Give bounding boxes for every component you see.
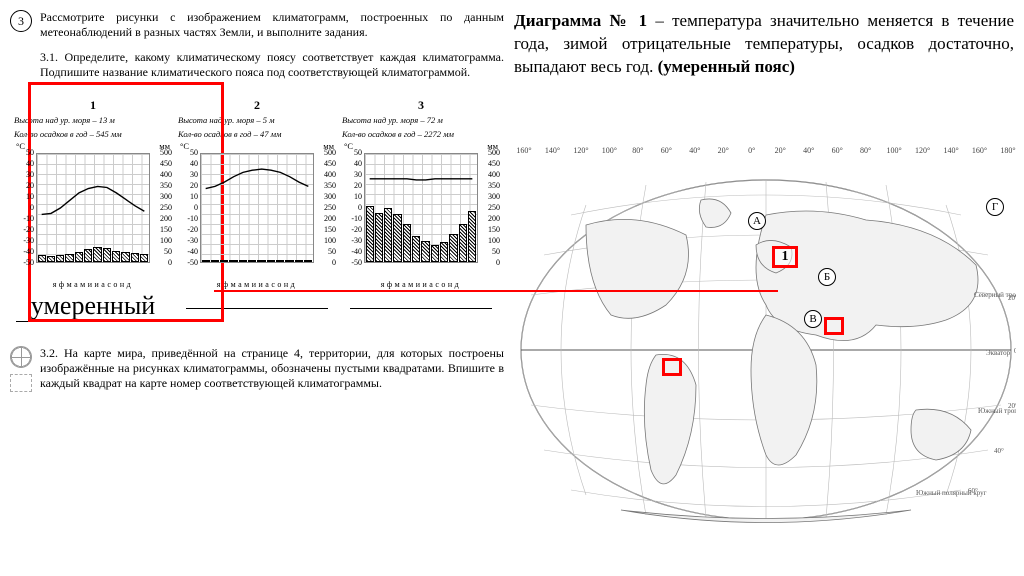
map-box-1-label: 1 <box>775 249 795 265</box>
map-badge-V: В <box>804 310 822 328</box>
headline-explanation: Диаграмма № 1 – температура значительно … <box>514 10 1014 79</box>
months-axis: яфмамииасонд <box>200 280 314 289</box>
lon-label: 40° <box>803 146 814 155</box>
climo-3-number: 3 <box>342 98 500 113</box>
map-badge-B: Б <box>818 268 836 286</box>
lon-label: 180° <box>1000 146 1015 155</box>
svg-text:20°: 20° <box>1008 402 1016 410</box>
globe-icon <box>10 346 32 368</box>
map-box-3 <box>662 358 682 376</box>
task-intro: Рассмотрите рисунки с изображением клима… <box>40 10 504 40</box>
map-svg: Северный тропик Экватор Южный тропик Южн… <box>516 150 1016 560</box>
label-equator: Экватор <box>986 349 1011 357</box>
lon-label: 40° <box>689 146 700 155</box>
svg-text:20°: 20° <box>1008 294 1016 302</box>
lon-label: 20° <box>718 146 729 155</box>
climatogram-2: 2 Высота над ур. моря – 5 м Кол-во осадк… <box>178 98 336 322</box>
climo-1-elev: Высота над ур. моря – 13 м <box>14 115 172 125</box>
climo-3-elev: Высота над ур. моря – 72 м <box>342 115 500 125</box>
subtask-3-2: 3.2. На карте мира, приведённой на стран… <box>40 346 504 392</box>
climo-2-answer-blank <box>186 295 328 309</box>
climo-3-chart: °C мм 50403020100-10-20-30-40-5050045040… <box>342 143 500 278</box>
lon-label: 60° <box>832 146 843 155</box>
lon-label: 100° <box>602 146 617 155</box>
lon-label: 160° <box>516 146 531 155</box>
climo-2-elev: Высота над ур. моря – 5 м <box>178 115 336 125</box>
climo-1-answer: умеренный <box>16 291 170 322</box>
climo-2-number: 2 <box>178 98 336 113</box>
headline-suffix: (умеренный пояс) <box>658 57 795 76</box>
months-axis: яфмамииасонд <box>36 280 150 289</box>
months-axis: яфмамииасонд <box>364 280 478 289</box>
map-box-2 <box>824 317 844 335</box>
lon-label: 80° <box>632 146 643 155</box>
lon-label: 160° <box>972 146 987 155</box>
lon-label: 120° <box>573 146 588 155</box>
question-number: 3 <box>10 10 32 32</box>
lon-label: 60° <box>661 146 672 155</box>
lon-label: 100° <box>887 146 902 155</box>
climatogram-row: 1 Высота над ур. моря – 13 м Кол-во осад… <box>10 92 504 328</box>
lon-label: 20° <box>775 146 786 155</box>
headline-prefix: Диаграмма № 1 <box>514 11 647 30</box>
svg-text:0°: 0° <box>1014 347 1016 355</box>
connector-line <box>214 290 778 292</box>
climo-1-number: 1 <box>14 98 172 113</box>
lon-label: 120° <box>915 146 930 155</box>
map-badge-G: Г <box>986 198 1004 216</box>
climo-1-precip-total: Кол-во осадков в год – 545 мм <box>14 129 172 139</box>
climatogram-3: 3 Высота над ур. моря – 72 м Кол-во осад… <box>342 98 500 322</box>
climatogram-1: 1 Высота над ур. моря – 13 м Кол-во осад… <box>14 98 172 322</box>
climo-2-precip-total: Кол-во осадков в год – 47 мм <box>178 129 336 139</box>
map-box-1: 1 <box>772 246 798 268</box>
svg-text:60°: 60° <box>968 487 978 495</box>
climo-3-precip-total: Кол-во осадков в год – 2272 мм <box>342 129 500 139</box>
lon-label: 80° <box>860 146 871 155</box>
climo-1-chart: °C мм 50403020100-10-20-30-40-5050045040… <box>14 143 172 278</box>
map-badge-A: А <box>748 212 766 230</box>
dashed-box-icon <box>10 374 32 392</box>
lon-label: 0° <box>748 146 755 155</box>
lon-label: 140° <box>943 146 958 155</box>
svg-text:40°: 40° <box>994 447 1004 455</box>
lon-label: 140° <box>545 146 560 155</box>
world-map: 160°140°120°100°80°60°40°20°0°20°40°60°8… <box>516 150 1016 560</box>
climo-3-answer-blank <box>350 295 492 309</box>
subtask-3-1: 3.1. Определите, какому климатическому п… <box>40 50 504 80</box>
climo-2-chart: °C мм 50403020100-10-20-30-40-5050045040… <box>178 143 336 278</box>
